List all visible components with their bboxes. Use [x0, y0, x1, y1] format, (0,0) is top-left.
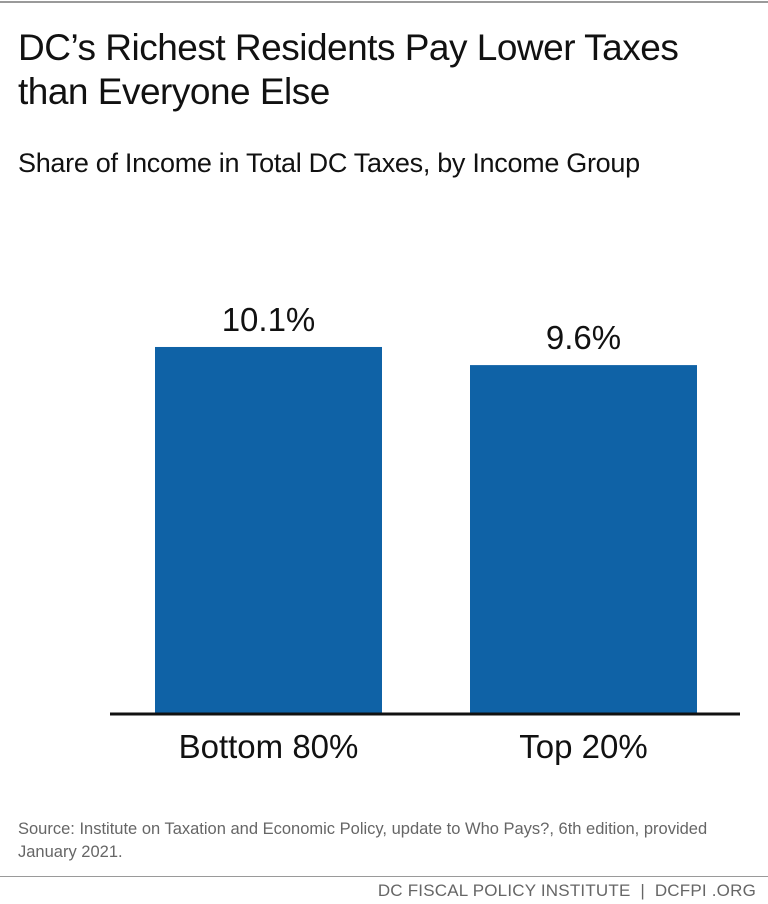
data-label-1: 9.6%	[546, 319, 621, 356]
chart-title: DC’s Richest Residents Pay Lower Taxes t…	[18, 27, 679, 112]
data-label-0: 10.1%	[222, 301, 316, 338]
category-label-0: Bottom 80%	[179, 728, 359, 765]
bar-1	[470, 365, 697, 713]
category-label-1: Top 20%	[519, 728, 647, 765]
source-note: Source: Institute on Taxation and Econom…	[18, 820, 708, 861]
bar-0	[155, 346, 382, 713]
footer-divider	[0, 876, 768, 877]
footer-credit: DC FISCAL POLICY INSTITUTE | DCFPI .ORG	[377, 881, 756, 900]
top-border	[0, 1, 768, 3]
chart-subtitle: Share of Income in Total DC Taxes, by In…	[18, 148, 640, 178]
